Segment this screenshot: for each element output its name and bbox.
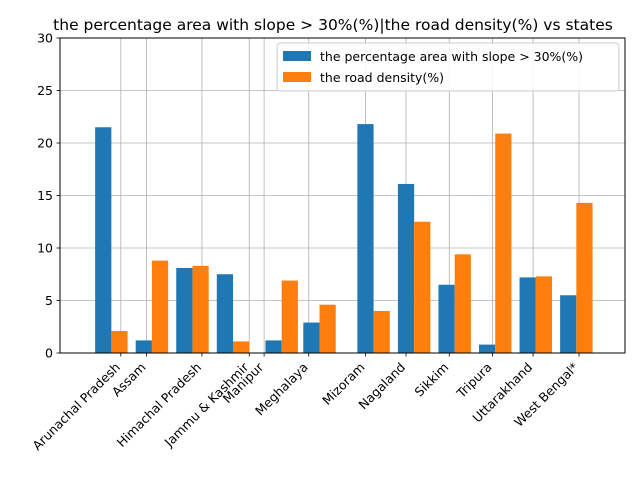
legend: the percentage area with slope > 30%(%) t…	[276, 42, 620, 92]
y-tick-label: 20	[37, 136, 53, 151]
legend-label: the road density(%)	[320, 70, 444, 85]
bar-series-1	[135, 340, 152, 353]
legend-swatch	[283, 72, 311, 82]
bar-series-1	[95, 127, 112, 353]
bar-series-1	[479, 344, 496, 353]
bar-series-1	[176, 267, 193, 353]
bar-series-1	[519, 277, 536, 353]
bar-series-2	[319, 304, 336, 353]
bar-series-1	[438, 284, 455, 353]
bar-series-1	[397, 183, 415, 353]
bar-series-1	[303, 322, 320, 353]
bars	[95, 124, 593, 353]
y-tick-label: 0	[45, 346, 53, 361]
bar-series-1	[560, 295, 577, 353]
y-tick-label: 25	[37, 83, 53, 98]
bar-series-1	[265, 340, 282, 353]
bar-series-2	[495, 133, 512, 353]
x-tick-label: Sikkim	[411, 360, 451, 400]
chart-title: the percentage area with slope > 30%(%)|…	[53, 16, 613, 34]
bar-series-2	[535, 276, 553, 353]
bar-series-2	[192, 265, 209, 353]
bar-series-2	[281, 280, 298, 353]
bar-series-2	[576, 202, 593, 353]
bar-series-2	[373, 311, 390, 353]
legend-swatch	[283, 51, 311, 61]
legend-label: the percentage area with slope > 30%(%)	[320, 49, 583, 64]
bar-series-2	[414, 221, 431, 353]
y-tick-label: 10	[37, 241, 53, 256]
bar-series-2	[151, 260, 169, 353]
y-axis: 0 5 10 15 20 25 30	[37, 31, 60, 361]
y-tick-label: 5	[45, 293, 53, 308]
x-tick-label: Arunachal Pradesh	[29, 360, 123, 454]
legend-box	[276, 42, 620, 92]
y-tick-label: 15	[37, 188, 53, 203]
y-tick-label: 30	[37, 31, 53, 46]
bar-series-2	[111, 330, 128, 353]
x-tick-label: Jammu & Kashmir	[161, 359, 252, 450]
bar-series-2	[233, 341, 250, 353]
bar-series-1	[357, 124, 374, 353]
bar-series-2	[454, 254, 471, 353]
bar-series-1	[216, 274, 234, 353]
